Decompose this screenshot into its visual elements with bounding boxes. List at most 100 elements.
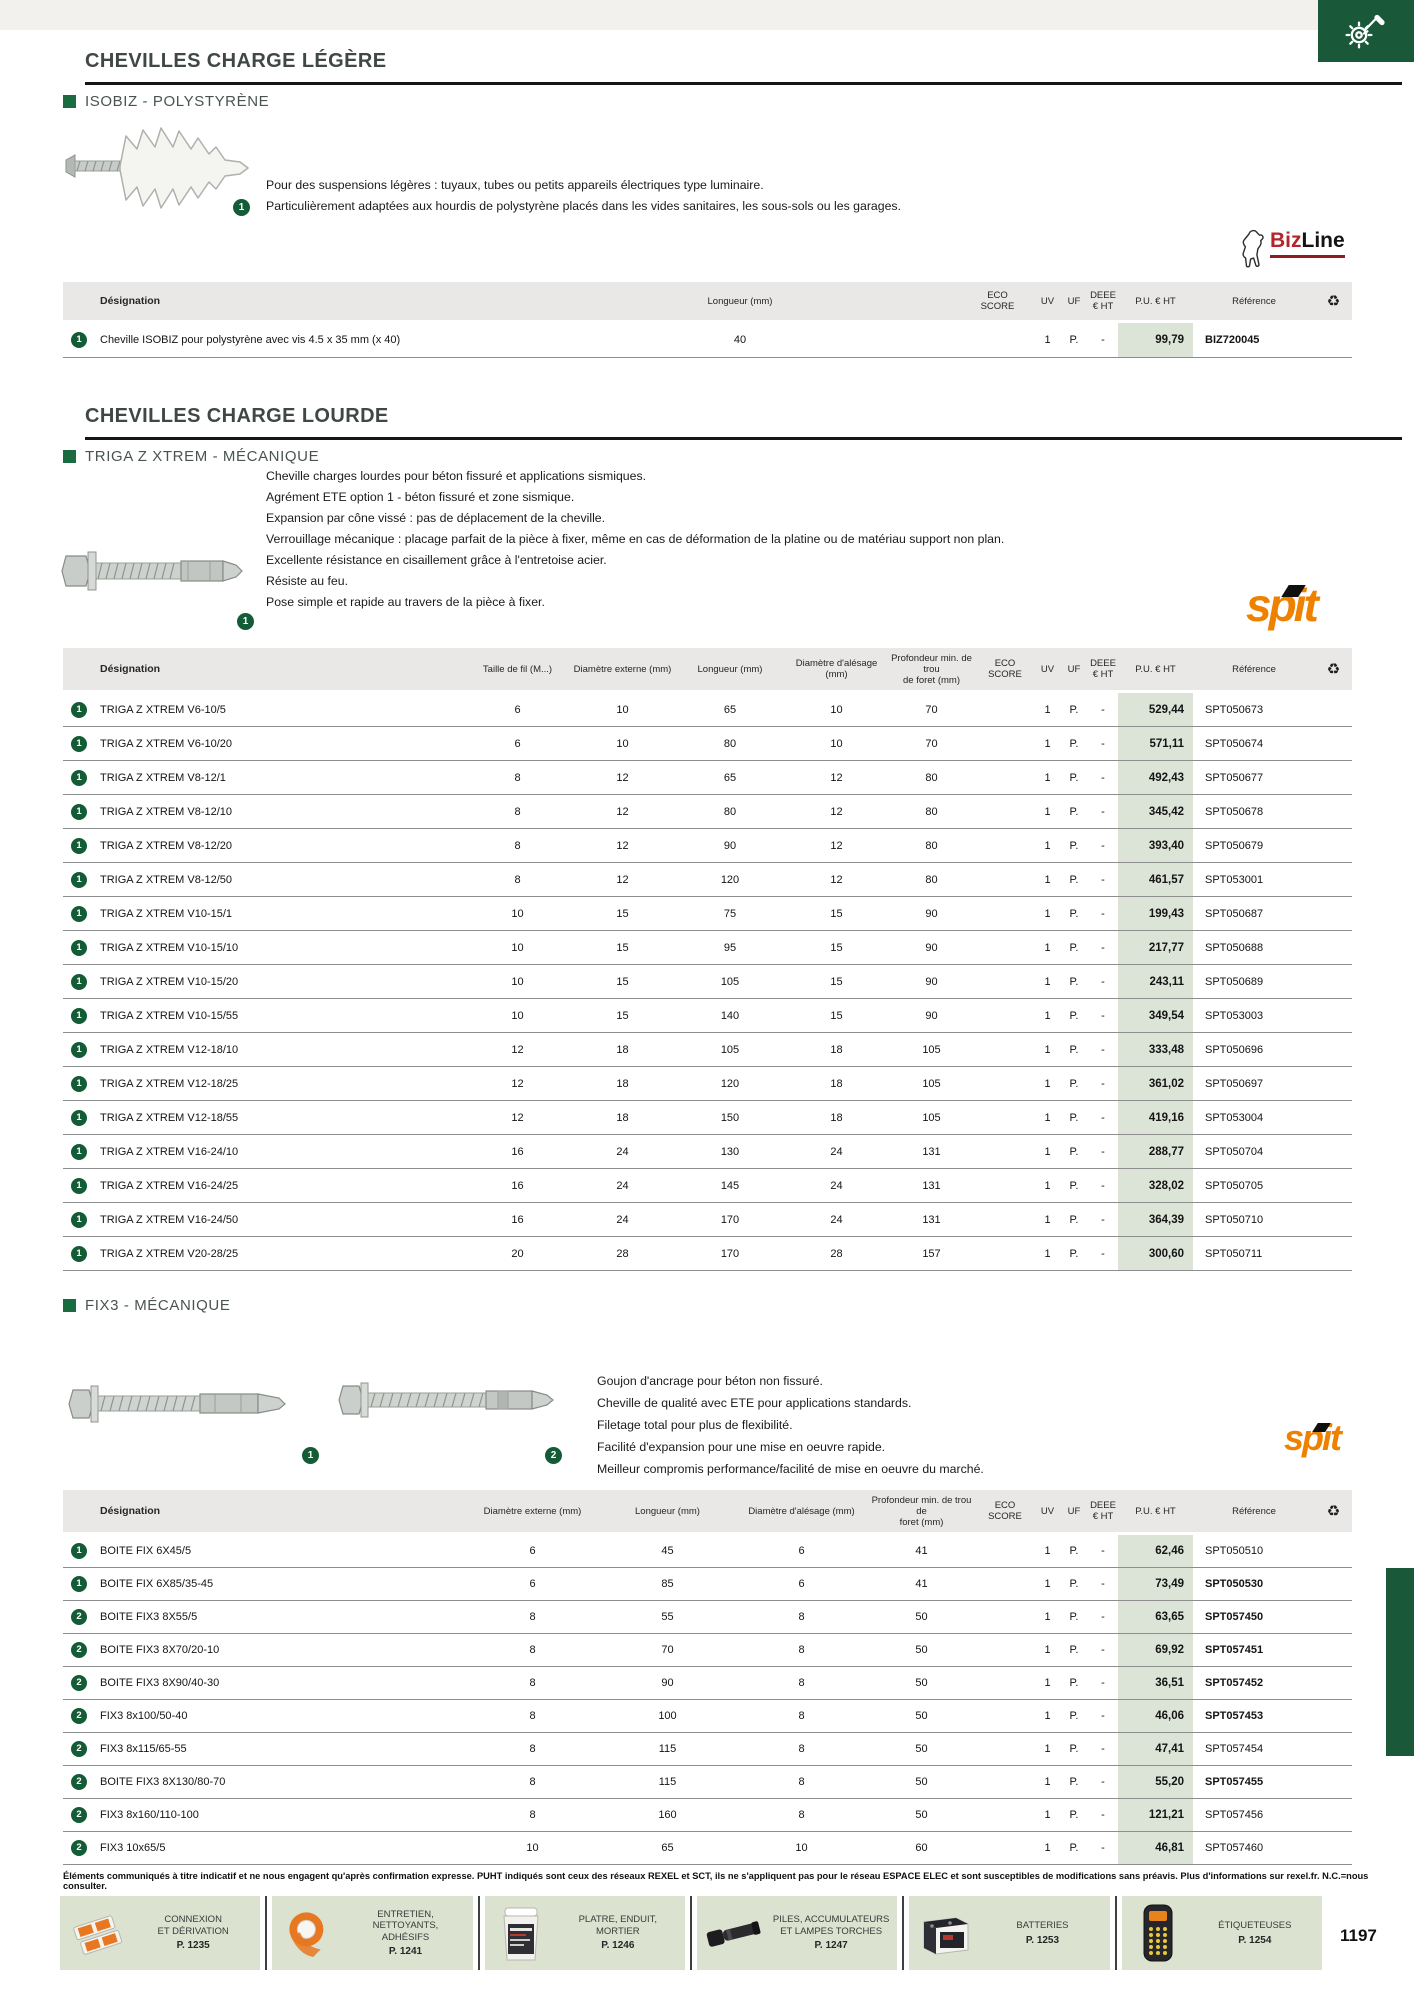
designation-cell: 2 FIX3 8x100/50-40 [63,1699,465,1733]
table-header-row: Désignation Longueur (mm) ECO SCORE UV UF DEE… [63,282,1352,323]
item-badge: 1 [71,1041,87,1058]
uv-value: 1 [1035,1032,1060,1067]
dimension-value: 18 [570,1032,675,1067]
dimension-value: 8 [735,1699,868,1733]
dimension-value: 18 [570,1100,675,1135]
description-line: Filetage total pour plus de flexibilité. [597,1418,793,1432]
footer-category-piles[interactable]: PILES, ACCUMULATEURS ET LAMPES TORCHES P.… [697,1896,897,1970]
item-badge: 1 [71,905,87,922]
dimension-value: 18 [570,1066,675,1101]
eco-score-value [975,862,1035,897]
deee-value: - [1088,1533,1118,1568]
subsection-label: TRIGA Z XTREM - MÉCANIQUE [85,448,320,465]
row-icon-cell [1315,1699,1352,1733]
unit-price: 419,16 [1118,1100,1193,1135]
eco-score-value [975,691,1035,727]
column-header: DEEE € HT [1088,648,1118,693]
footer-category-etiqueteuses[interactable]: ÉTIQUETEUSES P. 1254 [1122,1896,1322,1970]
dimension-value: 18 [785,1066,888,1101]
column-header: P.U. € HT [1118,648,1193,693]
table-row: 1 TRIGA Z XTREM V8-12/1 8 12 65 12 80 1 P. -492,4… [63,760,1352,795]
dimension-value: 85 [600,1567,735,1601]
designation-cell: 2 FIX3 10x65/5 [63,1831,465,1865]
deee-value: - [1088,1168,1118,1203]
item-badge: 1 [71,1109,87,1126]
designation-text: TRIGA Z XTREM V10-15/1 [100,907,233,920]
uv-value: 1 [1035,1600,1060,1634]
category-label: PLATRE, ENDUIT, MORTIER [578,1914,658,1937]
designation-cell: 1 TRIGA Z XTREM V8-12/50 [63,862,465,897]
unit-price: 99,79 [1118,321,1193,358]
item-badge: 1 [71,332,87,348]
dimension-value: 80 [888,828,975,863]
uv-value: 1 [1035,1134,1060,1169]
description-line: Meilleur compromis performance/facilité … [597,1462,984,1476]
footer-category-batteries[interactable]: BATTERIES P. 1253 [909,1896,1109,1970]
dimension-value: 12 [465,1066,570,1101]
designation-cell: 2 BOITE FIX3 8X130/80-70 [63,1765,465,1799]
eco-score-value [975,1202,1035,1237]
deee-value: - [1088,1134,1118,1169]
dimension-value: 18 [785,1100,888,1135]
dimension-value: 10 [465,896,570,931]
reference-code: SPT053001 [1193,862,1315,897]
dimension-value: 65 [675,760,785,795]
row-icon-cell [1315,1066,1352,1101]
item-badge: 2 [71,1642,87,1658]
table-header-row: Désignation Diamètre externe (mm) Longueur… [63,1490,1352,1535]
designation-text: TRIGA Z XTREM V8-12/1 [100,771,226,784]
product-description-fix3: Goujon d'ancrage pour béton non fissuré.… [597,1370,1137,1480]
table-row: 1 TRIGA Z XTREM V6-10/5 6 10 65 10 70 1 P. -529,4… [63,691,1352,727]
eco-score-value [975,896,1035,931]
uf-value: P. [1060,1666,1088,1700]
uf-value: P. [1060,1134,1088,1169]
deee-value: - [1088,1600,1118,1634]
designation-cell: 1 TRIGA Z XTREM V12-18/10 [63,1032,465,1067]
row-icon-cell [1315,726,1352,761]
reference-code: SPT057456 [1193,1798,1315,1832]
description-line: Particulièrement adaptées aux hourdis de… [266,199,902,213]
product-description-triga: Cheville charges lourdes pour béton fiss… [266,466,1016,613]
footer-category-connexion[interactable]: CONNEXION ET DÉRIVATION P. 1235 [60,1896,260,1970]
item-badge: 1 [71,1543,87,1559]
item-badge: 1 [71,1143,87,1160]
item-badge: 1 [71,1075,87,1092]
table-row: 1 TRIGA Z XTREM V8-12/50 8 12 120 12 80 1 P. -461… [63,862,1352,897]
dimension-value: 90 [888,930,975,965]
reference-code: SPT057460 [1193,1831,1315,1865]
dimension-value: 12 [785,794,888,829]
footer-category-platre[interactable]: PLATRE, ENDUIT, MORTIER P. 1246 [485,1896,685,1970]
dimension-value: 12 [785,760,888,795]
dimension-value: 40 [520,321,960,358]
row-icon-cell [1315,1168,1352,1203]
dimension-value: 90 [675,828,785,863]
item-badge: 1 [71,1007,87,1024]
dimension-value: 10 [465,998,570,1033]
unit-price: 217,77 [1118,930,1193,965]
row-icon-cell [1315,1567,1352,1601]
designation-cell: 2 BOITE FIX3 8X70/20-10 [63,1633,465,1667]
uv-value: 1 [1035,1202,1060,1237]
footer-category-entretien[interactable]: ENTRETIEN, NETTOYANTS, ADHÉSIFS P. 1241 [272,1896,472,1970]
table-row: 1 TRIGA Z XTREM V12-18/10 12 18 105 18 105 1 P. -… [63,1032,1352,1067]
uf-value: P. [1060,1202,1088,1237]
dimension-value: 50 [868,1600,975,1634]
uf-value: P. [1060,930,1088,965]
designation-cell: 1 TRIGA Z XTREM V10-15/10 [63,930,465,965]
dimension-value: 8 [465,760,570,795]
spit-logo: spit [1284,1417,1342,1458]
table-row: 1 TRIGA Z XTREM V10-15/1 10 15 75 15 90 1 P. -199… [63,896,1352,931]
reference-code: SPT050510 [1193,1533,1315,1568]
description-line: Pour des suspensions légères : tuyaux, t… [266,178,764,192]
dimension-value: 80 [675,794,785,829]
item-badge: 2 [71,1840,87,1856]
reference-code: SPT050677 [1193,760,1315,795]
deee-value: - [1088,726,1118,761]
dimension-value: 28 [785,1236,888,1271]
designation-cell: 1 TRIGA Z XTREM V8-12/1 [63,760,465,795]
uf-value: P. [1060,1600,1088,1634]
product-table-triga: Désignation Taille de fil (M...) Diamètre … [63,648,1352,1271]
deee-value: - [1088,1831,1118,1865]
green-square-bullet [63,450,76,463]
